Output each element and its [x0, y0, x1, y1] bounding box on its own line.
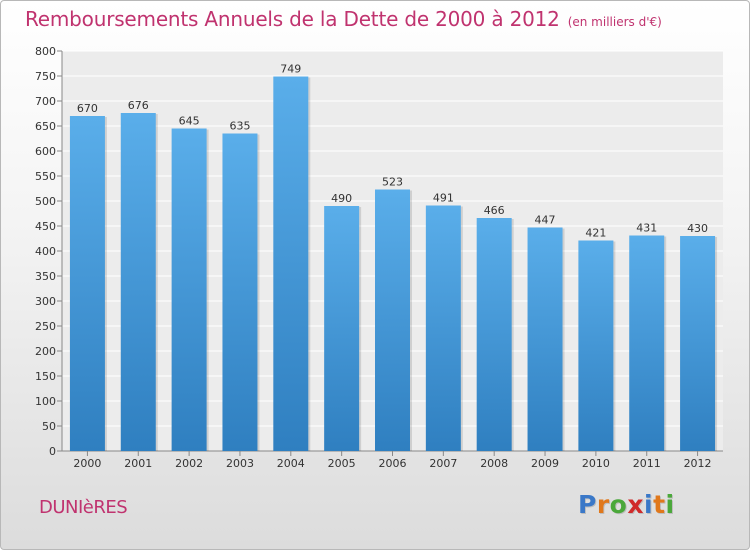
- y-tick-label: 400: [35, 245, 56, 258]
- y-tick-label: 450: [35, 220, 56, 233]
- proxiti-logo: Proxiti: [578, 490, 675, 519]
- data-label: 676: [128, 99, 149, 112]
- data-label: 466: [484, 204, 505, 217]
- bar-2004: [273, 76, 309, 451]
- y-tick-label: 50: [42, 420, 56, 433]
- y-tick-label: 100: [35, 395, 56, 408]
- bar-2009: [527, 227, 563, 451]
- bar-2001: [120, 113, 156, 451]
- logo-letter: o: [609, 490, 628, 519]
- chart-title-text: Remboursements Annuels de la Dette de 20…: [25, 7, 560, 31]
- bar-2002: [171, 128, 207, 451]
- bar-2003: [222, 133, 258, 451]
- bar-2010: [578, 240, 614, 451]
- y-tick-label: 500: [35, 195, 56, 208]
- data-label: 523: [382, 176, 403, 189]
- logo-letter: r: [596, 490, 610, 519]
- x-tick-label: 2006: [379, 457, 407, 470]
- y-tick-label: 750: [35, 70, 56, 83]
- y-tick-label: 300: [35, 295, 56, 308]
- data-label: 645: [179, 115, 200, 128]
- logo-letter: i: [644, 490, 654, 519]
- logo-letter: i: [665, 490, 675, 519]
- logo-letter: t: [653, 490, 666, 519]
- x-tick-label: 2010: [582, 457, 610, 470]
- y-tick-label: 150: [35, 370, 56, 383]
- x-tick-label: 2011: [633, 457, 661, 470]
- data-label: 447: [535, 214, 556, 227]
- x-tick-label: 2007: [429, 457, 457, 470]
- logo-letter: P: [578, 490, 597, 519]
- bar-2007: [425, 205, 461, 451]
- x-tick-label: 2004: [277, 457, 305, 470]
- chart-subtitle: (en milliers d'€): [567, 15, 662, 29]
- data-label: 490: [331, 192, 352, 205]
- chart-title: Remboursements Annuels de la Dette de 20…: [25, 7, 662, 31]
- location-label: DUNIèRES: [39, 497, 128, 518]
- data-label: 431: [636, 222, 657, 235]
- x-tick-label: 2008: [480, 457, 508, 470]
- y-tick-label: 700: [35, 95, 56, 108]
- x-tick-label: 2001: [124, 457, 152, 470]
- data-label: 635: [229, 120, 250, 133]
- logo-letter: x: [627, 490, 644, 519]
- data-label: 421: [585, 227, 606, 240]
- x-tick-label: 2000: [73, 457, 101, 470]
- x-tick-label: 2005: [328, 457, 356, 470]
- y-tick-label: 0: [49, 445, 56, 458]
- x-tick-label: 2009: [531, 457, 559, 470]
- y-tick-label: 200: [35, 345, 56, 358]
- data-label: 430: [687, 222, 708, 235]
- y-tick-label: 350: [35, 270, 56, 283]
- bar-2000: [69, 116, 105, 451]
- bar-2012: [680, 236, 716, 451]
- x-tick-label: 2003: [226, 457, 254, 470]
- y-tick-label: 600: [35, 145, 56, 158]
- bar-2005: [324, 206, 360, 451]
- data-label: 491: [433, 192, 454, 205]
- y-tick-label: 550: [35, 170, 56, 183]
- data-label: 670: [77, 102, 98, 115]
- data-label: 749: [280, 63, 301, 76]
- bar-2011: [629, 235, 665, 451]
- x-tick-label: 2012: [684, 457, 712, 470]
- y-tick-label: 650: [35, 120, 56, 133]
- bar-2006: [375, 189, 410, 451]
- x-tick-label: 2002: [175, 457, 203, 470]
- bar-2008: [476, 218, 512, 451]
- y-tick-label: 250: [35, 320, 56, 333]
- y-tick-label: 800: [35, 45, 56, 58]
